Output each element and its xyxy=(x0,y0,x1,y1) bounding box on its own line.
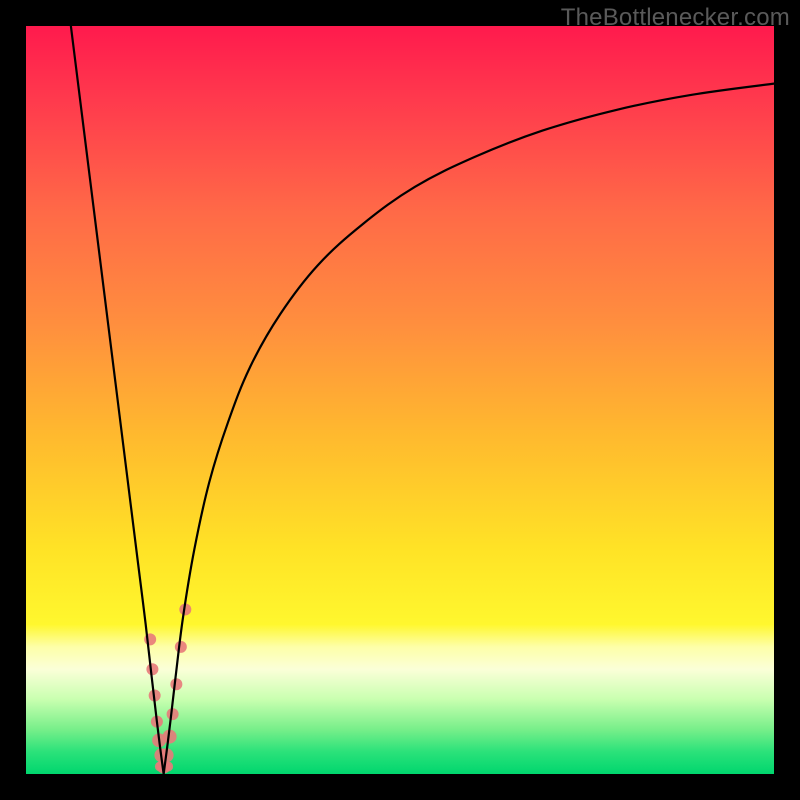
dip-marker xyxy=(146,663,158,675)
curve-right xyxy=(164,84,774,774)
dip-marker xyxy=(175,641,187,653)
dip-marker xyxy=(170,678,182,690)
watermark-text: TheBottlenecker.com xyxy=(561,4,790,32)
curves-layer xyxy=(26,26,774,774)
chart-stage: TheBottlenecker.com xyxy=(0,0,800,800)
plot-area xyxy=(26,26,774,774)
curve-left xyxy=(71,26,164,774)
